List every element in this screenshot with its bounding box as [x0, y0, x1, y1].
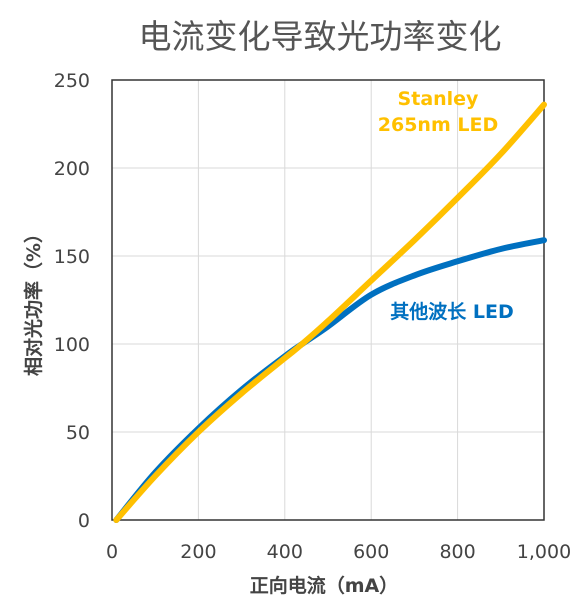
chart-title: 电流变化导致光功率变化 [139, 17, 502, 56]
y-tick-label: 100 [54, 334, 90, 356]
other-wavelength-series-label: 其他波长 LED [390, 300, 513, 323]
y-axis-label: 相对光功率（%） [22, 224, 45, 376]
x-axis-ticks: 0 200 400 600 800 1,000 [106, 541, 571, 563]
stanley-series-label-line2: 265nm LED [378, 114, 498, 136]
y-tick-label: 50 [66, 422, 90, 444]
x-axis-label: 正向电流（mA） [250, 574, 399, 597]
y-tick-label: 150 [54, 246, 90, 268]
series-lines [113, 101, 547, 523]
plot-area-frame [111, 79, 545, 521]
stanley-series-label-line1: Stanley [398, 88, 480, 110]
x-tick-label: 200 [180, 541, 216, 563]
x-tick-label: 600 [353, 541, 389, 563]
y-tick-label: 0 [78, 510, 90, 532]
other-wavelength-series-line [113, 237, 547, 523]
x-tick-label: 800 [439, 541, 475, 563]
stanley-series-line [113, 101, 547, 523]
x-tick-label: 1,000 [517, 541, 571, 563]
x-tick-label: 400 [267, 541, 303, 563]
y-axis-ticks: 0 50 100 150 200 250 [54, 70, 90, 532]
y-tick-label: 200 [54, 158, 90, 180]
x-tick-label: 0 [106, 541, 118, 563]
y-tick-label: 250 [54, 70, 90, 92]
